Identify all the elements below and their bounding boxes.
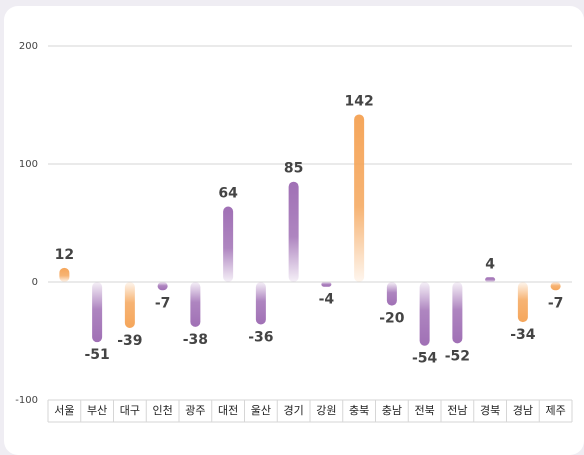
bar	[550, 282, 561, 291]
bar	[321, 282, 332, 287]
bar	[157, 282, 168, 291]
bar	[124, 282, 135, 329]
x-tick-label: 경기	[284, 404, 304, 417]
value-label: -52	[445, 348, 470, 364]
x-tick-label: 충남	[382, 404, 402, 417]
x-tick-label: 대전	[218, 404, 238, 417]
x-tick-label: 전남	[447, 404, 467, 417]
value-label: -54	[412, 351, 438, 367]
value-label: -51	[84, 347, 109, 363]
x-tick-label: 울산	[251, 404, 271, 417]
bar	[223, 206, 234, 282]
y-tick-label: 100	[19, 159, 38, 170]
y-tick-label: 200	[19, 41, 38, 52]
bar	[59, 267, 70, 282]
value-label: 142	[345, 93, 374, 109]
value-label: -7	[155, 295, 171, 311]
bar	[92, 282, 103, 343]
x-tick-label: 대구	[120, 404, 140, 417]
bar	[190, 282, 201, 327]
bar	[485, 277, 496, 282]
value-label: -7	[548, 295, 564, 311]
x-tick-label: 인천	[153, 403, 173, 417]
value-label: -20	[379, 311, 405, 327]
value-label: -34	[510, 327, 536, 343]
value-label: 12	[55, 247, 74, 263]
x-tick-label: 충북	[349, 404, 369, 417]
x-tick-label: 경북	[480, 404, 500, 417]
x-tick-label: 경남	[513, 404, 533, 417]
bar	[354, 114, 365, 282]
value-label: 4	[485, 256, 495, 272]
bar	[517, 282, 528, 323]
x-tick-label: 광주	[185, 404, 205, 417]
y-tick-label: -100	[15, 395, 38, 406]
bar	[255, 282, 266, 325]
value-label: 64	[218, 185, 238, 201]
value-label: -38	[183, 332, 208, 348]
x-tick-label: 전북	[415, 404, 435, 417]
bar	[288, 181, 299, 282]
x-tick-label: 강원	[316, 404, 336, 417]
value-label: -36	[248, 329, 273, 345]
x-tick-label: 부산	[87, 404, 107, 417]
y-tick-label: 0	[32, 277, 38, 288]
x-tick-label: 서울	[54, 404, 74, 417]
value-label: -4	[319, 292, 335, 308]
bar	[386, 282, 397, 306]
bar	[419, 282, 430, 346]
x-tick-label: 제주	[546, 404, 566, 417]
bar	[452, 282, 463, 344]
value-label: -39	[117, 333, 142, 349]
value-label: 85	[284, 161, 303, 177]
